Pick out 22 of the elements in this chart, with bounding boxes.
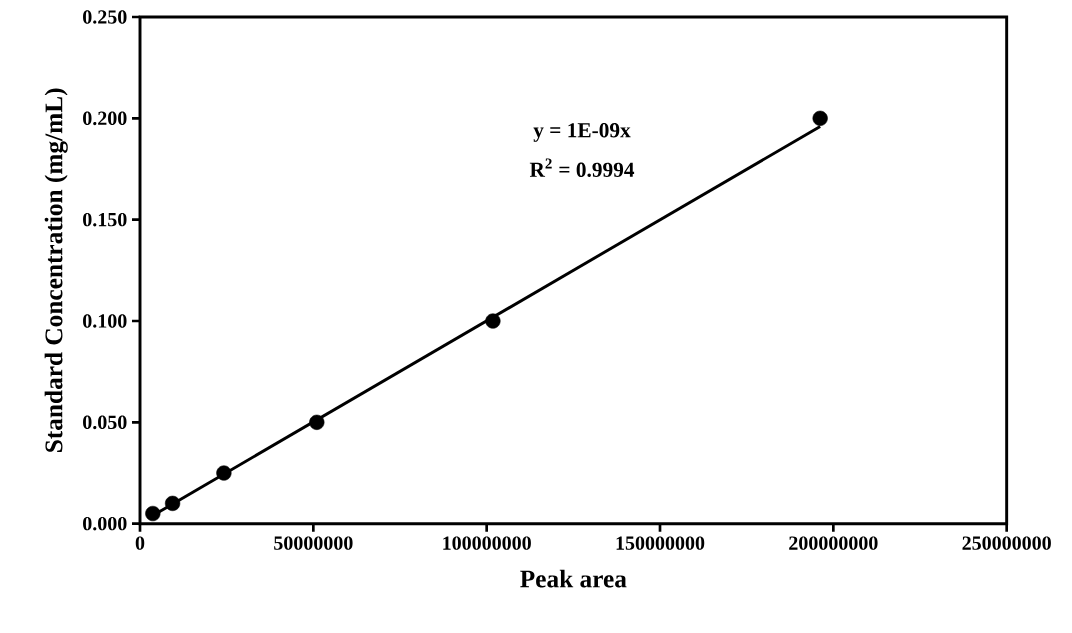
x-tick-label: 150000000 bbox=[616, 536, 705, 550]
annotation: R$^{2}$ = 0.9994 bbox=[529, 158, 635, 178]
y-axis-title: Standard Concentration (mg/mL) bbox=[44, 88, 68, 452]
point bbox=[216, 465, 232, 481]
point bbox=[164, 495, 181, 511]
x-tick-label: 0 bbox=[135, 536, 145, 550]
y-tick-label: 0.050 bbox=[83, 415, 127, 430]
x-tick-label: 50000000 bbox=[274, 536, 353, 550]
y-tick-label: 0.000 bbox=[83, 516, 127, 531]
x-tick-label: 200000000 bbox=[789, 536, 878, 550]
x-tick-label: 100000000 bbox=[443, 536, 531, 550]
point bbox=[309, 414, 325, 430]
y-tick-label: 0.250 bbox=[83, 10, 127, 24]
point bbox=[812, 110, 828, 126]
x-tick-label: 250000000 bbox=[962, 536, 1051, 550]
point bbox=[485, 313, 501, 329]
annotation: y = 1E-09x bbox=[533, 123, 631, 142]
y-tick-label: 0.200 bbox=[83, 111, 127, 126]
y-tick-label: 0.150 bbox=[83, 212, 127, 227]
x-axis-title: Peak area bbox=[520, 569, 627, 588]
y-tick-label: 0.100 bbox=[83, 314, 127, 328]
point bbox=[145, 505, 161, 522]
